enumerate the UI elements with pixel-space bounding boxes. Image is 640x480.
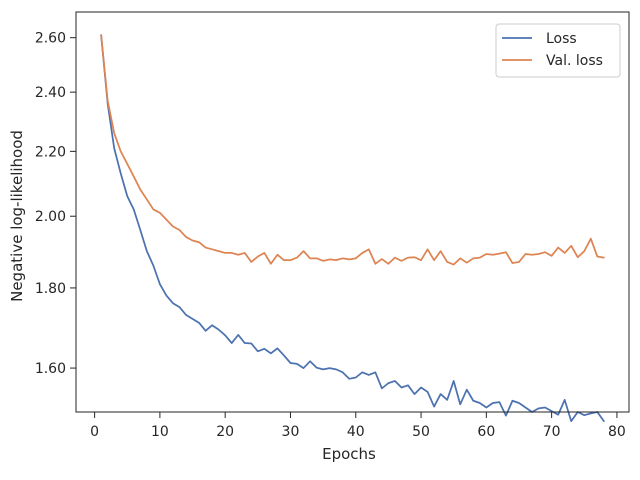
legend: Loss Val. loss — [495, 23, 621, 78]
x-tick-label: 20 — [216, 424, 234, 440]
x-tick-label: 70 — [543, 424, 561, 440]
y-tick-label: 2.00 — [35, 209, 66, 225]
x-axis-label: Epochs — [322, 445, 376, 463]
plot-frame — [75, 11, 630, 413]
y-tick-label: 1.60 — [35, 361, 66, 377]
y-axis-label: Negative log-likelihood — [8, 130, 26, 302]
x-tick-label: 80 — [608, 424, 626, 440]
y-tick-label: 2.60 — [35, 31, 66, 47]
x-tick-label: 40 — [347, 424, 365, 440]
x-tick-label: 60 — [477, 424, 495, 440]
y-axis-ticks: 1.60 1.80 2.00 2.20 2.40 2.60 — [35, 31, 76, 377]
legend-val-loss-label: Val. loss — [546, 53, 603, 69]
legend-loss-label: Loss — [546, 31, 577, 47]
y-tick-label: 2.20 — [35, 144, 66, 160]
x-tick-label: 50 — [412, 424, 430, 440]
series-line-loss — [100, 34, 605, 423]
x-tick-label: 30 — [282, 424, 300, 440]
x-axis-ticks: 0 10 20 30 40 50 60 70 80 — [90, 412, 626, 440]
x-tick-label: 0 — [90, 424, 99, 440]
y-tick-label: 1.80 — [35, 281, 66, 297]
x-tick-label: 10 — [151, 424, 169, 440]
series-line-val-loss — [100, 34, 605, 266]
plot-lines — [100, 34, 605, 423]
y-tick-label: 2.40 — [35, 85, 66, 101]
